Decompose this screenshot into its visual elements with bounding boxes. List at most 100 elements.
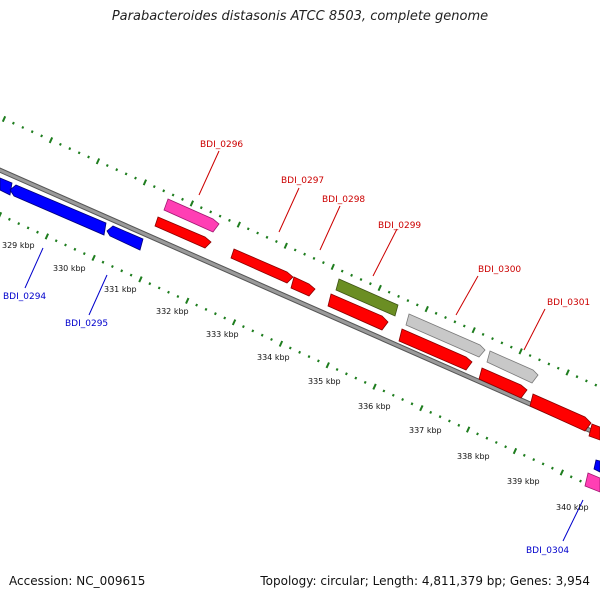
tick-mark xyxy=(73,247,77,251)
gene-label[interactable]: BDI_0298 xyxy=(322,195,365,205)
gene-labels: BDI_0296 BDI_0297 BDI_0298 BDI_0299 BDI_… xyxy=(3,140,590,556)
accession-label: Accession: NC_009615 xyxy=(9,574,146,588)
tick-mark xyxy=(391,393,395,397)
tick-mark xyxy=(91,254,96,262)
tick-mark xyxy=(363,380,367,384)
tick-mark xyxy=(547,362,551,366)
gene-bdi-0296-arrow[interactable] xyxy=(154,216,212,249)
tick-mark xyxy=(335,367,339,372)
gene-bdi-0301-arrow[interactable] xyxy=(478,367,528,399)
tick-mark xyxy=(58,142,62,146)
tick-mark xyxy=(494,440,498,444)
tick-mark xyxy=(541,462,545,466)
map-title: Parabacteroides distasonis ATCC 8503, co… xyxy=(111,9,489,24)
kbp-tick-labels: 329 kbp 330 kbp 331 kbp 332 kbp 333 kbp … xyxy=(2,241,589,512)
tick-mark xyxy=(101,260,105,264)
gene-bdi-0299-arrow[interactable] xyxy=(327,293,389,331)
tick-mark xyxy=(298,350,302,354)
gene-bdi-0304-blue[interactable] xyxy=(593,459,600,473)
tick-mark xyxy=(550,466,554,470)
tick-mark xyxy=(444,315,447,320)
tick-mark xyxy=(36,230,39,234)
tick-mark xyxy=(512,447,518,455)
tick-mark xyxy=(129,273,133,277)
gene-bdi-0295-arrow[interactable] xyxy=(106,225,144,251)
tick-mark xyxy=(453,320,457,324)
tick-mark xyxy=(167,290,170,294)
tick-mark xyxy=(134,176,137,180)
tick-mark xyxy=(189,200,195,207)
gene-label[interactable]: BDI_0295 xyxy=(65,319,108,329)
tick-mark xyxy=(410,402,414,406)
gene-label[interactable]: BDI_0296 xyxy=(200,140,243,150)
tick-mark xyxy=(340,269,344,273)
tick-mark xyxy=(82,252,86,256)
inner-tick-track xyxy=(0,211,600,492)
kbp-tick-label: 337 kbp xyxy=(409,426,442,435)
tick-mark xyxy=(185,297,190,305)
gene-bdi-0297-arrow[interactable] xyxy=(230,248,294,284)
tick-mark xyxy=(162,189,166,193)
gene-bdi-0294-arrow-b[interactable] xyxy=(9,184,107,236)
tick-mark xyxy=(105,163,109,168)
gene-label[interactable]: BDI_0304 xyxy=(526,546,569,556)
tick-mark xyxy=(434,311,438,315)
tick-mark xyxy=(372,383,377,390)
tick-mark xyxy=(377,284,382,292)
tick-mark xyxy=(382,389,386,393)
gene-label[interactable]: BDI_0299 xyxy=(378,221,421,231)
gene-bdi-0302-arrow[interactable] xyxy=(529,393,592,432)
gene-label[interactable]: BDI_0301 xyxy=(547,298,590,308)
tick-mark xyxy=(491,337,494,341)
tick-mark xyxy=(120,269,124,273)
tick-mark xyxy=(124,172,128,176)
tick-mark xyxy=(344,372,348,376)
gene-bdi-0301-gray[interactable] xyxy=(486,350,539,384)
tick-mark xyxy=(387,290,391,294)
gene-bdi-0300-gray[interactable] xyxy=(405,313,486,358)
tick-mark xyxy=(54,239,58,243)
gene-bdi-0294-arrow[interactable] xyxy=(0,177,13,196)
gene-bdi-0304-pink[interactable] xyxy=(584,472,600,493)
tick-mark xyxy=(48,136,54,144)
tick-mark xyxy=(265,235,269,239)
tick-mark xyxy=(522,453,526,457)
tick-mark xyxy=(115,168,119,172)
tick-mark xyxy=(95,158,101,165)
tick-mark xyxy=(7,217,11,221)
tick-mark xyxy=(251,329,255,333)
tick-mark xyxy=(148,282,152,286)
tick-mark xyxy=(228,218,231,222)
gene-label[interactable]: BDI_0300 xyxy=(478,265,521,275)
tick-mark xyxy=(481,332,485,336)
tick-mark xyxy=(429,410,433,414)
tick-mark xyxy=(21,125,25,129)
tick-mark xyxy=(204,307,208,311)
tick-mark xyxy=(457,423,461,427)
tick-mark xyxy=(350,273,354,277)
gene-label[interactable]: BDI_0297 xyxy=(281,176,324,186)
kbp-tick-label: 339 kbp xyxy=(507,477,540,486)
gene-bdi-0298-arrow[interactable] xyxy=(290,276,316,297)
tick-mark xyxy=(270,337,273,341)
gene-label[interactable]: BDI_0294 xyxy=(3,292,46,302)
tick-mark xyxy=(565,369,570,376)
gene-bdi-0299-green[interactable] xyxy=(335,278,399,317)
kbp-tick-label: 336 kbp xyxy=(358,402,391,411)
gene-bdi-0296-pink[interactable] xyxy=(163,198,220,233)
tick-mark xyxy=(199,206,203,210)
tick-mark xyxy=(504,445,508,449)
tick-mark xyxy=(368,282,372,286)
tick-mark xyxy=(303,252,307,256)
tick-mark xyxy=(288,346,292,350)
tick-mark xyxy=(26,226,30,230)
gene-bdi-0300-arrow[interactable] xyxy=(398,328,473,371)
tick-mark xyxy=(330,263,335,270)
tick-mark xyxy=(307,355,311,359)
tick-mark xyxy=(316,359,320,363)
gene-bdi-0303-arrow[interactable] xyxy=(588,423,600,441)
outer-tick-track xyxy=(1,115,598,387)
tick-mark xyxy=(438,415,442,419)
tick-mark xyxy=(195,303,199,307)
